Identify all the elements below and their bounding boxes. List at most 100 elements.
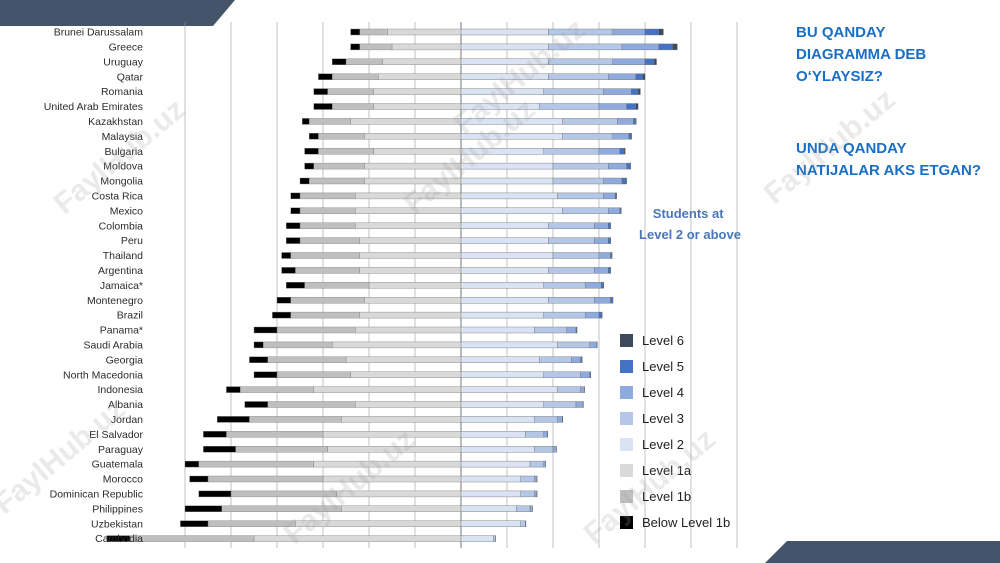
bar-segment-level-4: [594, 297, 611, 304]
bar-segment-level-1a: [332, 341, 462, 349]
bar-segment-level-3: [529, 460, 545, 468]
country-label-mexico: Mexico: [110, 205, 143, 217]
bar-segment-level-1b: [207, 475, 324, 483]
legend-item-level-5: Level 5: [620, 359, 684, 374]
bar-segment-level-1b: [299, 192, 356, 200]
country-label-north-macedonia: North Macedonia: [63, 369, 143, 381]
bar-segment-level-4: [529, 505, 533, 512]
stacked-bar-chart: Brunei Darussalam Greece Uruguay Qatar Roman…: [44, 22, 741, 548]
bar-segment-level-3: [534, 446, 554, 453]
bar-segment-below-level-1b: [198, 490, 232, 498]
bar-segment-level-1a: [322, 431, 462, 438]
country-label-philippines: Philippines: [92, 503, 143, 515]
legend-label-level-3: Level 3: [642, 411, 684, 426]
bar-segment-level-2: [460, 28, 549, 36]
country-label-el-salvador: El Salvador: [89, 429, 143, 441]
bar-segment-level-5: [610, 297, 613, 304]
bar-segment-level-2: [460, 431, 526, 438]
bar-segment-level-2: [460, 103, 540, 110]
legend-item-level-1a: Level 1a: [620, 463, 692, 478]
country-label-thailand: Thailand: [103, 250, 143, 262]
bar-segment-level-2: [460, 371, 545, 378]
legend-swatch-below-level-1b: [620, 516, 633, 529]
bar-segment-level-2: [460, 505, 517, 512]
legend-swatch-level-3: [620, 412, 633, 425]
bar-segment-level-4: [534, 490, 538, 498]
bar-segment-level-2: [460, 177, 554, 185]
country-label-colombia: Colombia: [99, 220, 144, 232]
bar-segment-level-1a: [373, 103, 462, 110]
bar-segment-level-2: [460, 58, 549, 65]
bar-segment-level-1b: [309, 177, 365, 185]
country-label-jamaica: Jamaica*: [100, 280, 143, 292]
bar-row-romania: [313, 88, 641, 95]
country-label-albania: Albania: [108, 399, 143, 411]
bar-segment-level-5: [635, 73, 643, 80]
corner-decoration-top: [0, 0, 235, 26]
bar-segment-level-1b: [226, 431, 324, 438]
bar-segment-level-2: [460, 341, 558, 349]
bar-segment-level-5: [658, 43, 673, 51]
legend-item-level-1b: Level 1b: [620, 489, 691, 504]
bar-segment-below-level-1b: [189, 475, 209, 483]
bar-segment-below-level-1b: [290, 192, 301, 200]
country-label-romania: Romania: [101, 86, 143, 98]
bar-segment-level-1a: [373, 88, 462, 95]
bar-segment-level-3: [562, 207, 609, 215]
callout-line-2: Level 2 or above: [639, 227, 741, 242]
country-label-uruguay: Uruguay: [103, 56, 143, 68]
bar-segment-level-4: [557, 416, 563, 423]
bar-segment-level-3: [543, 282, 586, 289]
bar-segment-level-1a: [322, 475, 462, 483]
bar-row-jordan: [216, 416, 563, 423]
bar-segment-level-5: [631, 88, 639, 95]
bar-row-morocco: [189, 475, 538, 483]
country-label-greece: Greece: [109, 42, 144, 54]
bar-row-guatemala: [184, 460, 546, 468]
bar-segment-level-4: [608, 162, 627, 170]
legend: Level 6 Level 5 Level 4 Level 3 Level 2 Level…: [620, 333, 730, 530]
bar-row-costa-rica: [290, 192, 617, 200]
bar-segment-level-2: [460, 43, 549, 51]
bar-segment-level-4: [603, 192, 616, 200]
bar-segment-level-1a: [336, 490, 462, 498]
bar-segment-level-1b: [221, 505, 342, 512]
bar-segment-level-4: [580, 386, 585, 393]
legend-swatch-level-1a: [620, 464, 633, 477]
bar-segment-level-1a: [350, 118, 462, 125]
country-label-cambodia: Cambodia: [95, 533, 143, 545]
bar-row-kazakhstan: [302, 118, 637, 125]
country-label-malaysia: Malaysia: [102, 131, 144, 143]
bar-segment-level-3: [548, 58, 614, 65]
bar-segment-below-level-1b: [106, 535, 131, 542]
bar-segment-level-3: [520, 475, 535, 483]
bar-segment-level-1a: [364, 297, 462, 304]
bar-segment-level-1a: [391, 43, 462, 51]
bar-segment-level-1b: [267, 401, 356, 408]
legend-label-level-4: Level 4: [642, 385, 684, 400]
bar-segment-level-1b: [299, 237, 360, 244]
bar-row-cambodia: [106, 535, 496, 542]
bar-segment-below-level-1b: [313, 88, 328, 95]
bar-segment-level-2: [460, 297, 549, 304]
bar-row-uruguay: [332, 58, 657, 65]
bar-segment-level-5: [626, 162, 631, 170]
bar-segment-below-level-1b: [350, 28, 361, 36]
bar-segment-level-3: [543, 401, 577, 408]
country-label-costa-rica: Costa Rica: [92, 191, 144, 203]
legend-swatch-level-6: [620, 334, 633, 347]
bar-segment-level-1b: [129, 535, 255, 542]
bar-segment-level-1b: [318, 147, 374, 155]
bar-segment-level-1a: [373, 147, 462, 155]
bar-segment-level-4: [534, 475, 538, 483]
bar-segment-level-5: [608, 267, 611, 274]
country-label-paraguay: Paraguay: [98, 444, 144, 456]
bar-segment-level-2: [460, 252, 554, 259]
legend-item-level-3: Level 3: [620, 411, 684, 426]
bar-segment-level-4: [589, 341, 597, 349]
bar-row-brazil: [272, 311, 603, 319]
bar-segment-level-4: [594, 267, 609, 274]
bar-row-peru: [286, 237, 611, 244]
bar-segment-level-2: [460, 237, 549, 244]
bar-segment-level-1b: [345, 58, 383, 65]
